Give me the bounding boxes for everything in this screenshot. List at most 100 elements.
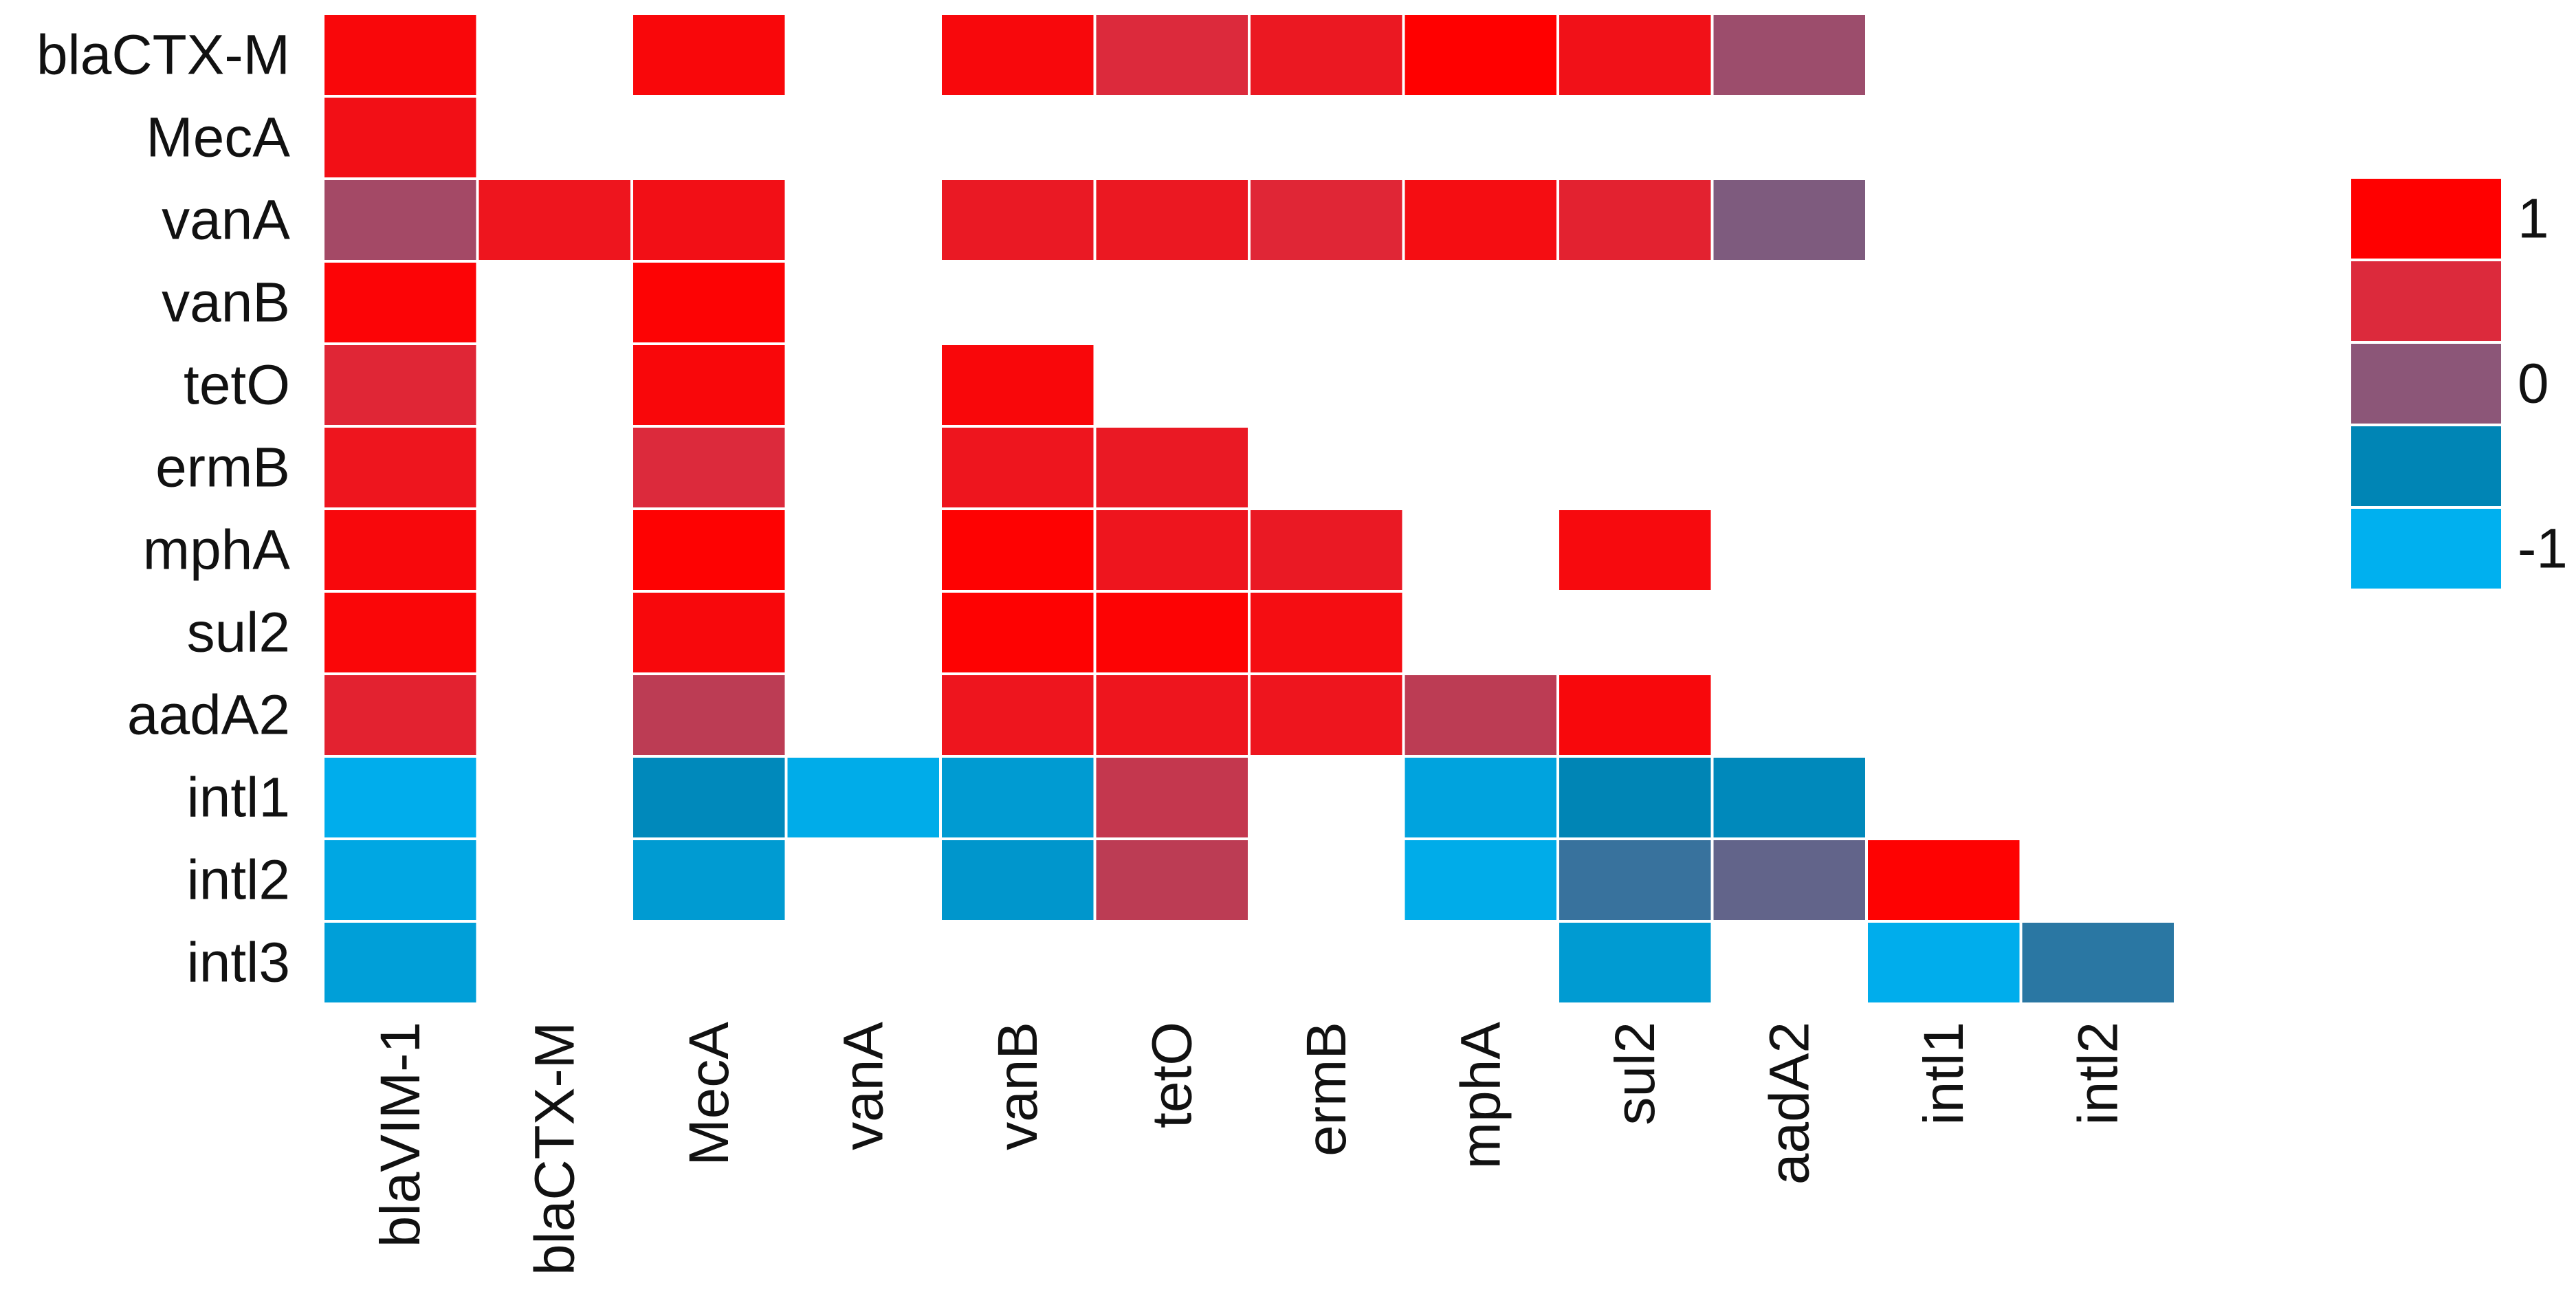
heatmap-cell (1248, 507, 1405, 593)
row-tick-label: sul2 (187, 602, 290, 664)
heatmap-cell (939, 342, 1097, 428)
heatmap-cell (1556, 920, 1714, 1005)
heatmap-cell (939, 507, 1097, 593)
legend-swatch (2348, 259, 2504, 344)
heatmap-cell (1710, 837, 1868, 923)
heatmap-cell (630, 672, 788, 758)
legend-tick-label: 1 (2518, 188, 2549, 250)
heatmap-cell (1556, 672, 1714, 758)
row-tick-label: mphA (143, 519, 291, 582)
heatmap-cell (1093, 837, 1251, 923)
heatmap-cell (1093, 672, 1251, 758)
heatmap-cell (630, 837, 788, 923)
row-tick-label: MecA (146, 107, 290, 169)
column-tick-label: aadA2 (1758, 1022, 1820, 1185)
heatmap-cell (630, 342, 788, 428)
row-tick-label: intl3 (187, 932, 290, 994)
heatmap-cell (1402, 672, 1559, 758)
row-tick-label: blaCTX-M (36, 24, 290, 87)
heatmap-cell (939, 12, 1097, 98)
heatmap-cell (476, 177, 633, 263)
row-tick-label: aadA2 (127, 684, 290, 747)
heatmap-cell (322, 672, 479, 758)
heatmap-cell (322, 507, 479, 593)
heatmap-cell (630, 755, 788, 840)
column-tick-label: mphA (1449, 1022, 1512, 1170)
legend-swatch (2348, 424, 2504, 509)
column-tick-label: sul2 (1604, 1022, 1666, 1125)
heatmap-cell (1556, 507, 1714, 593)
column-tick-label: blaCTX-M (523, 1022, 586, 1275)
heatmap-cell (939, 755, 1097, 840)
column-tick-label: vanB (987, 1022, 1049, 1150)
legend-swatch (2348, 176, 2504, 261)
heatmap-cell (1248, 590, 1405, 675)
column-tick-label: blaVIM-1 (369, 1022, 432, 1247)
color-legend: 1 0 -1 (2348, 176, 2568, 591)
heatmap-cell (630, 12, 788, 98)
column-tick-label: MecA (678, 1022, 740, 1166)
heatmap-cell (1093, 425, 1251, 510)
heatmap-cell (322, 590, 479, 675)
heatmap-cell (322, 425, 479, 510)
heatmap-cell (1710, 12, 1868, 98)
heatmap-cell (630, 590, 788, 675)
heatmap-cell (939, 672, 1097, 758)
heatmap-cell (1865, 837, 2023, 923)
heatmap-cell (630, 177, 788, 263)
heatmap-cell (2019, 920, 2177, 1005)
heatmap-cell (1402, 12, 1559, 98)
heatmap-cells (322, 12, 2177, 1005)
legend-tick-label: 0 (2518, 353, 2549, 415)
legend-tick-label: -1 (2518, 518, 2568, 580)
heatmap-cell (630, 425, 788, 510)
heatmap-cell (630, 507, 788, 593)
heatmap-cell (1402, 177, 1559, 263)
heatmap-cell (322, 12, 479, 98)
heatmap-cell (1093, 507, 1251, 593)
row-tick-label: vanA (162, 189, 290, 252)
heatmap-cell (322, 920, 479, 1005)
heatmap-cell (1710, 755, 1868, 840)
row-labels: blaCTX-M MecA vanA vanB tetO ermB mphA sul2 aadA… (36, 24, 290, 994)
heatmap-cell (1556, 177, 1714, 263)
heatmap-cell (1248, 177, 1405, 263)
heatmap-cell (1093, 755, 1251, 840)
heatmap-cell (630, 260, 788, 345)
heatmap-cell (1556, 837, 1714, 923)
row-tick-label: intl1 (187, 767, 290, 829)
column-tick-label: intl1 (1913, 1022, 1975, 1125)
heatmap-cell (1248, 12, 1405, 98)
heatmap-cell (1710, 177, 1868, 263)
heatmap-cell (939, 425, 1097, 510)
heatmap-cell (322, 177, 479, 263)
row-tick-label: ermB (155, 437, 290, 499)
heatmap-cell (322, 755, 479, 840)
heatmap-cell (322, 95, 479, 180)
row-tick-label: intl2 (187, 849, 290, 912)
heatmap-cell (1865, 920, 2023, 1005)
heatmap-cell (1402, 837, 1559, 923)
heatmap-cell (1248, 672, 1405, 758)
heatmap-cell (939, 177, 1097, 263)
column-tick-label: intl2 (2067, 1022, 2129, 1125)
column-tick-label: ermB (1295, 1022, 1358, 1156)
heatmap-cell (1093, 12, 1251, 98)
heatmap-cell (1556, 12, 1714, 98)
row-tick-label: tetO (184, 354, 290, 417)
heatmap-cell (784, 755, 942, 840)
heatmap-cell (939, 590, 1097, 675)
row-tick-label: vanB (162, 272, 290, 334)
heatmap-cell (322, 837, 479, 923)
column-tick-label: tetO (1141, 1022, 1203, 1128)
heatmap-cell (1556, 755, 1714, 840)
column-tick-label: vanA (832, 1022, 894, 1150)
heatmap-cell (939, 837, 1097, 923)
heatmap-cell (1402, 755, 1559, 840)
heatmap-cell (322, 342, 479, 428)
legend-swatch (2348, 341, 2504, 426)
column-labels: blaVIM-1 blaCTX-M MecA vanA vanB tetO ermB mphA… (369, 1022, 2130, 1275)
heatmap-cell (322, 260, 479, 345)
heatmap-cell (1093, 177, 1251, 263)
